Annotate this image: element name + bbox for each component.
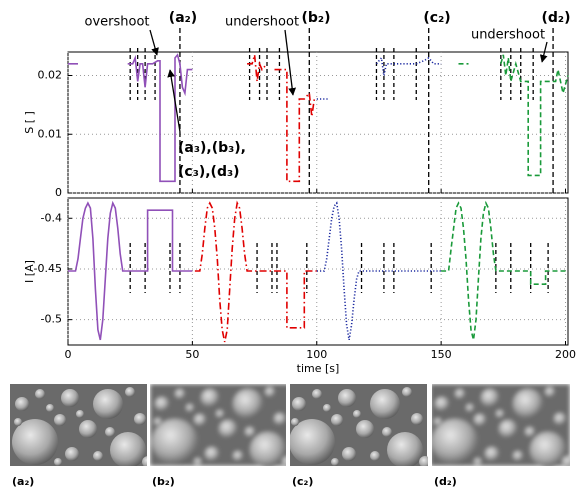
y-tick-label: -0.4 — [41, 211, 62, 224]
annotation: undershoot — [225, 15, 299, 30]
arrow — [149, 29, 159, 56]
annotation: (c₃),(d₃) — [178, 164, 240, 180]
series-line — [247, 54, 317, 183]
x-tick-label: 50 — [185, 348, 199, 361]
annotation: (a₃),(b₃), — [178, 140, 246, 156]
annotation: (c₂) — [423, 10, 450, 26]
arrow — [167, 69, 181, 133]
series-line — [68, 200, 193, 341]
image-panel — [10, 384, 147, 466]
panel-label: (c₂) — [292, 475, 313, 488]
x-tick-label: 150 — [431, 348, 452, 361]
y-tick-label: 0 — [55, 186, 62, 199]
y-axis-label: I [A] — [23, 260, 36, 283]
plots: 00.010.02S [ ]overshoot (a₂) undershoot (b₂… — [23, 10, 576, 375]
series-line — [316, 55, 442, 100]
annotation: (b₂) — [302, 10, 331, 26]
y-tick-label: -0.5 — [41, 313, 62, 326]
image-panel — [290, 384, 428, 466]
panel-label: (d₂) — [434, 475, 457, 488]
panel-label: (b₂) — [152, 475, 175, 488]
annotation: (d₂) — [542, 10, 571, 26]
series-line — [68, 53, 193, 183]
series-line — [194, 200, 317, 343]
arrows — [149, 29, 548, 133]
y-tick-label: 0.01 — [38, 127, 63, 140]
series-line — [441, 200, 568, 341]
y-axis-label: S [ ] — [23, 111, 36, 134]
annotation: overshoot — [84, 15, 149, 30]
y-tick-label: -0.45 — [34, 262, 62, 275]
y-tick-label: 0.02 — [38, 69, 63, 82]
arrow — [284, 29, 297, 96]
arrow — [539, 41, 548, 63]
x-tick-label: 0 — [65, 348, 72, 361]
panel-label: (a₂) — [12, 475, 34, 488]
series-line — [458, 54, 569, 177]
image-panel — [432, 384, 570, 466]
x-tick-label: 100 — [306, 348, 327, 361]
annotation: (a₂) — [169, 10, 197, 26]
image-panel — [150, 384, 286, 466]
x-tick-label: 200 — [555, 348, 576, 361]
x-axis-label: time [s] — [297, 362, 340, 375]
annotation: undershoot — [471, 28, 545, 43]
